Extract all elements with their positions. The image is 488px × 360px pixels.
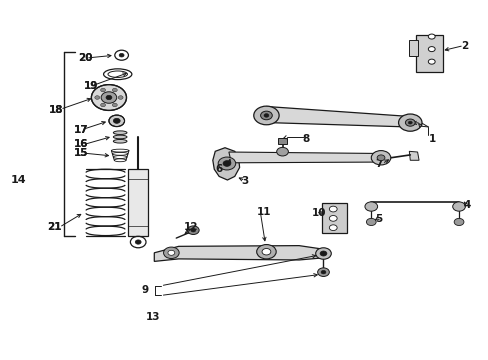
Circle shape: [264, 114, 268, 117]
Circle shape: [91, 85, 126, 111]
Circle shape: [113, 118, 120, 123]
FancyBboxPatch shape: [321, 203, 346, 233]
Polygon shape: [266, 107, 407, 127]
Circle shape: [256, 244, 276, 259]
Circle shape: [317, 268, 329, 276]
Text: 17: 17: [74, 125, 88, 135]
Circle shape: [452, 202, 465, 211]
Circle shape: [315, 248, 330, 259]
Circle shape: [407, 121, 411, 124]
Circle shape: [398, 114, 421, 131]
Circle shape: [187, 226, 199, 234]
Text: 15: 15: [74, 148, 88, 158]
Circle shape: [405, 119, 414, 126]
Text: 2: 2: [461, 41, 468, 50]
Circle shape: [190, 228, 195, 232]
Polygon shape: [228, 152, 380, 163]
Polygon shape: [154, 246, 323, 261]
Text: 16: 16: [74, 139, 88, 149]
Circle shape: [376, 155, 384, 161]
Text: 3: 3: [241, 176, 248, 186]
Circle shape: [329, 216, 336, 221]
Text: 20: 20: [78, 53, 92, 63]
Circle shape: [101, 92, 117, 103]
Text: 21: 21: [47, 222, 61, 232]
Text: 11: 11: [257, 207, 271, 217]
Circle shape: [167, 250, 174, 255]
Text: 12: 12: [183, 222, 198, 231]
Circle shape: [135, 240, 141, 244]
Text: 16: 16: [74, 139, 88, 149]
FancyBboxPatch shape: [128, 169, 148, 235]
Circle shape: [321, 270, 325, 274]
Text: 6: 6: [215, 164, 222, 174]
Circle shape: [453, 219, 463, 226]
Circle shape: [101, 88, 105, 92]
Text: 10: 10: [311, 208, 325, 218]
Circle shape: [427, 34, 434, 39]
Circle shape: [262, 248, 270, 255]
Circle shape: [364, 202, 377, 211]
Circle shape: [109, 115, 124, 127]
Text: 14: 14: [10, 175, 26, 185]
Ellipse shape: [113, 135, 127, 139]
Circle shape: [118, 96, 123, 99]
Circle shape: [112, 88, 117, 92]
Circle shape: [95, 96, 100, 99]
Circle shape: [329, 206, 336, 212]
Text: 5: 5: [374, 214, 382, 224]
Ellipse shape: [113, 131, 127, 134]
Circle shape: [112, 103, 117, 107]
Text: 9: 9: [141, 285, 148, 296]
Text: 19: 19: [83, 81, 98, 91]
FancyBboxPatch shape: [408, 40, 417, 56]
Circle shape: [276, 147, 288, 156]
Polygon shape: [408, 151, 418, 160]
Text: 20: 20: [78, 53, 92, 63]
Circle shape: [163, 247, 179, 258]
Polygon shape: [212, 148, 239, 180]
Circle shape: [329, 225, 336, 230]
Circle shape: [370, 150, 390, 165]
Text: 18: 18: [48, 105, 63, 115]
Circle shape: [101, 103, 105, 107]
Circle shape: [106, 95, 112, 100]
Circle shape: [119, 53, 124, 57]
Text: 21: 21: [47, 222, 61, 232]
Circle shape: [253, 106, 279, 125]
Circle shape: [366, 219, 375, 226]
Circle shape: [223, 161, 230, 166]
Text: 15: 15: [74, 148, 88, 158]
Text: 17: 17: [74, 125, 88, 135]
Circle shape: [427, 59, 434, 64]
FancyBboxPatch shape: [277, 138, 287, 144]
Text: 19: 19: [83, 81, 98, 91]
Text: 1: 1: [427, 135, 435, 144]
Circle shape: [218, 157, 235, 170]
Circle shape: [260, 111, 272, 120]
Circle shape: [427, 46, 434, 51]
Text: 8: 8: [302, 134, 308, 144]
FancyBboxPatch shape: [415, 35, 442, 72]
Text: 13: 13: [146, 312, 160, 322]
Ellipse shape: [113, 139, 127, 143]
Circle shape: [320, 251, 326, 256]
Text: 7: 7: [374, 159, 382, 169]
Text: 4: 4: [463, 200, 470, 210]
Text: 18: 18: [48, 105, 63, 115]
